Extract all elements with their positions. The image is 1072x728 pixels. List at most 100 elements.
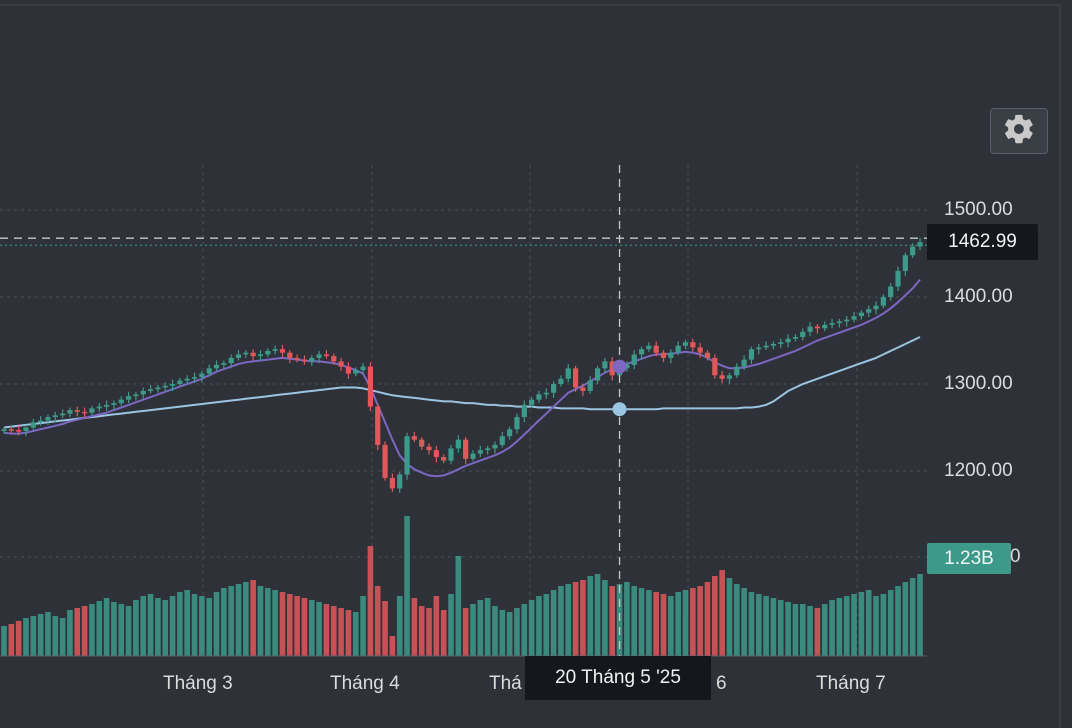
volume-bar xyxy=(411,598,418,656)
volume-bar xyxy=(470,604,476,656)
volume-bar xyxy=(536,596,542,656)
candle-body xyxy=(16,430,22,432)
volume-bar xyxy=(865,590,872,656)
candle-body xyxy=(389,477,395,489)
volume-bar xyxy=(814,608,821,656)
candle-body xyxy=(726,375,733,379)
candle-body xyxy=(675,345,681,353)
volume-bar xyxy=(272,590,278,656)
volume-bar xyxy=(851,594,857,656)
candle-body xyxy=(631,354,637,365)
volume-bar xyxy=(528,600,535,656)
volume-bar xyxy=(81,606,88,656)
candle-body xyxy=(404,436,410,475)
candle-body xyxy=(441,457,447,461)
volume-bar xyxy=(1,626,7,656)
candle-body xyxy=(463,439,469,459)
volume-bar xyxy=(67,610,73,656)
volume-bar xyxy=(843,596,850,656)
candle-body xyxy=(191,377,198,379)
volume-bar xyxy=(448,594,454,656)
volume-bar xyxy=(514,608,520,656)
volume-bar xyxy=(704,582,711,656)
volume-bar xyxy=(140,596,147,656)
volume-bar xyxy=(433,596,440,656)
volume-bar xyxy=(580,580,586,656)
settings-button[interactable] xyxy=(990,108,1048,154)
volume-bar xyxy=(221,588,227,656)
candle-body xyxy=(162,385,168,388)
candle-body xyxy=(147,389,154,391)
candle-body xyxy=(279,349,286,353)
candle-body xyxy=(580,387,586,391)
candle-body xyxy=(653,345,659,353)
candle-body xyxy=(375,406,381,445)
candle-body xyxy=(543,392,549,395)
candle-body xyxy=(323,354,330,357)
volume-bar xyxy=(316,602,322,656)
volume-bar xyxy=(96,601,103,656)
volume-bar xyxy=(821,604,828,656)
candle-body xyxy=(250,352,256,357)
volume-bar xyxy=(418,606,425,656)
candle-body xyxy=(499,436,505,445)
candle-body xyxy=(917,242,923,247)
candle-body xyxy=(133,394,139,397)
volume-bar xyxy=(770,598,777,656)
volume-bar xyxy=(492,606,498,656)
candle-body xyxy=(287,352,293,358)
volume-bar xyxy=(690,588,696,656)
volume-bar xyxy=(462,608,469,656)
candle-body xyxy=(866,309,872,313)
volume-bar xyxy=(389,636,396,656)
volume-bar xyxy=(660,594,667,656)
ma-short-line xyxy=(3,278,921,478)
volume-bar xyxy=(279,592,286,656)
candle-body xyxy=(360,366,366,371)
volume-bar xyxy=(755,594,762,656)
volume-bar xyxy=(902,582,909,656)
volume-bar xyxy=(880,594,887,656)
candle-body xyxy=(228,357,234,364)
candle-body xyxy=(257,354,264,357)
candle-body xyxy=(572,368,579,388)
volume-bar xyxy=(59,618,66,656)
candle-body xyxy=(748,349,755,360)
volume-bar xyxy=(668,596,674,656)
candle-body xyxy=(243,352,249,355)
candle-body xyxy=(397,474,403,489)
volume-bar xyxy=(191,594,198,656)
candle-body xyxy=(1,429,7,431)
candle-body xyxy=(536,394,542,400)
volume-bar xyxy=(169,596,176,656)
x-tick-label: Tháng 3 xyxy=(163,673,233,694)
candle-body xyxy=(199,373,205,378)
candle-body xyxy=(155,387,161,390)
volume-bar xyxy=(506,612,513,656)
candle-body xyxy=(45,417,51,421)
candle-body xyxy=(74,410,80,412)
candle-body xyxy=(82,411,88,414)
candle-body xyxy=(763,345,769,348)
volume-bar xyxy=(477,600,484,656)
candle-body xyxy=(895,270,901,287)
volume-bar xyxy=(909,578,916,656)
y-tick-label: 1400.00 xyxy=(944,286,1013,307)
candle-body xyxy=(426,446,432,451)
volume-bar xyxy=(360,596,366,656)
candle-body xyxy=(184,378,190,381)
volume-bar xyxy=(609,586,616,656)
volume-bar xyxy=(330,606,337,656)
x-tick-label: 6 xyxy=(716,673,727,694)
candle-body xyxy=(448,448,454,461)
volume-bar xyxy=(8,624,15,656)
volume-bar xyxy=(572,582,579,656)
crosshair-dot-ma-long xyxy=(612,402,627,417)
volume-axis-label: 0 xyxy=(1010,546,1021,567)
volume-bar xyxy=(45,612,51,656)
candle-body xyxy=(367,366,373,407)
candle-body xyxy=(902,255,908,271)
volume-bar xyxy=(199,596,205,656)
